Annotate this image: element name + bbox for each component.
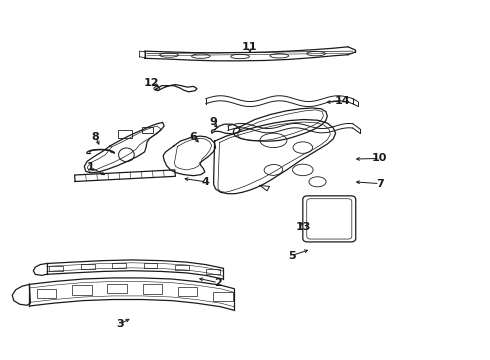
Bar: [49, 266, 63, 271]
Text: 1: 1: [87, 162, 95, 172]
Bar: [213, 292, 233, 301]
Bar: [178, 287, 197, 296]
Bar: [144, 263, 157, 268]
Text: 2: 2: [214, 278, 222, 288]
Text: 13: 13: [296, 222, 312, 232]
Bar: [81, 264, 95, 269]
Text: 7: 7: [376, 179, 384, 189]
Text: 4: 4: [202, 177, 210, 187]
Text: 10: 10: [372, 153, 388, 163]
Bar: [175, 265, 189, 270]
Bar: [107, 284, 127, 293]
Bar: [37, 288, 56, 298]
Bar: [143, 284, 162, 294]
Text: 8: 8: [92, 132, 99, 142]
Text: 12: 12: [144, 78, 160, 88]
Bar: [118, 130, 132, 138]
Bar: [206, 269, 220, 274]
Bar: [72, 285, 92, 294]
Text: 11: 11: [242, 42, 258, 52]
Text: 3: 3: [116, 319, 124, 329]
Text: 9: 9: [209, 117, 217, 127]
Text: 6: 6: [190, 132, 197, 142]
Text: 14: 14: [335, 96, 351, 106]
Bar: [142, 127, 153, 133]
Bar: [112, 263, 126, 268]
Text: 5: 5: [288, 251, 295, 261]
